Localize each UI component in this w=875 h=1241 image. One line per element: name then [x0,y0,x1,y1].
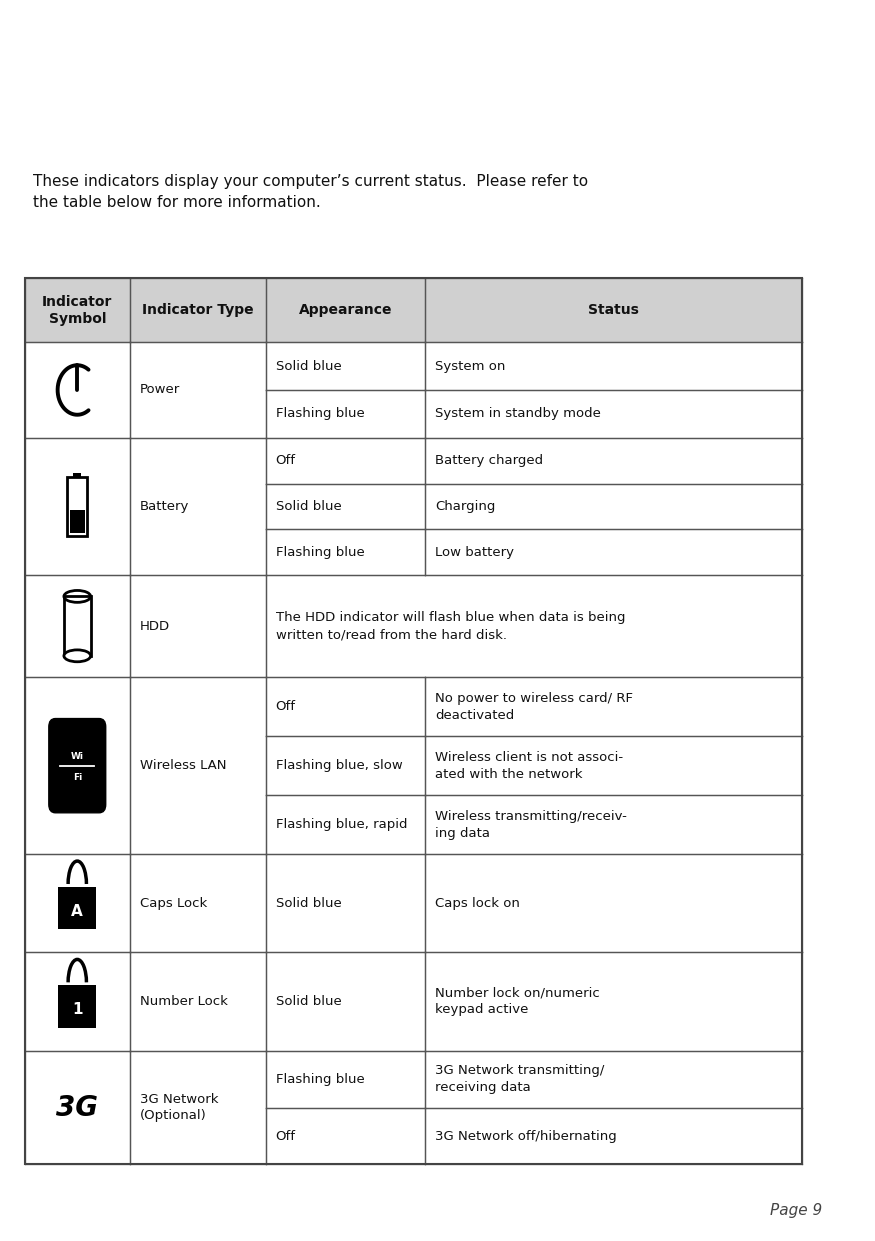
Bar [130,343,266,438]
Bar [24,278,802,1164]
Text: Netbook at a Glance: Netbook at a Glance [35,57,479,94]
Text: Indicator
Symbol: Indicator Symbol [42,294,113,326]
Text: The HDD indicator will flash blue when data is being
written to/read from the ha: The HDD indicator will flash blue when d… [276,611,625,642]
Bar [24,278,130,343]
Text: Wi: Wi [71,752,84,761]
Bar [58,985,96,1028]
Bar [130,952,266,1051]
Bar [58,887,96,930]
Bar [70,510,85,532]
Text: Low battery: Low battery [435,546,514,558]
Bar [266,854,425,952]
Bar [24,575,130,678]
Bar [266,952,425,1051]
Text: HDD: HDD [140,619,170,633]
Bar [425,1108,802,1164]
Text: Battery: Battery [140,500,189,513]
Bar [67,477,88,536]
Text: 3G Network transmitting/
receiving data: 3G Network transmitting/ receiving data [435,1065,605,1095]
Bar [130,438,266,575]
Text: Number lock on/numeric
keypad active: Number lock on/numeric keypad active [435,987,599,1016]
Text: Off: Off [276,700,296,714]
Bar [425,1051,802,1108]
Text: 3G Network
(Optional): 3G Network (Optional) [140,1093,218,1122]
Text: Flashing blue, slow: Flashing blue, slow [276,759,402,772]
Bar [24,438,130,575]
Text: Power: Power [140,383,180,396]
Bar [24,343,130,438]
Bar [425,530,802,575]
Bar [130,1051,266,1164]
Text: Flashing blue, rapid: Flashing blue, rapid [276,818,407,831]
Bar [425,952,802,1051]
Bar [24,854,130,952]
Bar [425,795,802,854]
Text: Wireless LAN: Wireless LAN [140,759,226,772]
Bar [425,438,802,484]
Bar [425,678,802,736]
Text: Solid blue: Solid blue [276,896,341,910]
Text: Flashing blue: Flashing blue [276,1072,364,1086]
Bar [266,278,425,343]
Text: 3G: 3G [56,1093,98,1122]
Text: Off: Off [276,1129,296,1143]
Bar [425,484,802,530]
Text: Page 9: Page 9 [770,1203,822,1217]
Text: No power to wireless card/ RF
deactivated: No power to wireless card/ RF deactivate… [435,691,633,721]
Text: Solid blue: Solid blue [276,500,341,513]
Text: Wireless transmitting/receiv-
ing data: Wireless transmitting/receiv- ing data [435,809,626,840]
Text: Caps Lock: Caps Lock [140,896,206,910]
Bar [74,473,81,477]
Text: These indicators display your computer’s current status.  Please refer to
the ta: These indicators display your computer’s… [33,174,588,210]
Ellipse shape [64,650,91,661]
Bar [266,678,425,736]
Text: 1: 1 [72,1003,82,1018]
Text: English: English [844,691,858,748]
Bar [266,484,425,530]
Text: Wireless client is not associ-
ated with the network: Wireless client is not associ- ated with… [435,751,623,781]
Bar [130,854,266,952]
Bar [266,575,802,678]
Text: Battery charged: Battery charged [435,454,543,467]
Bar [266,343,425,390]
Bar [130,678,266,854]
Bar [266,390,425,438]
Text: Charging: Charging [435,500,495,513]
Bar [24,1051,130,1164]
Bar [266,530,425,575]
Bar [24,678,130,854]
Text: Status: Status [588,303,639,318]
Text: Off: Off [276,454,296,467]
Text: Appearance: Appearance [298,303,392,318]
Bar [266,1051,425,1108]
Text: Solid blue: Solid blue [276,360,341,372]
Text: System in standby mode: System in standby mode [435,407,601,421]
Bar [130,278,266,343]
Bar [425,278,802,343]
Bar [425,736,802,795]
Text: Flashing blue: Flashing blue [276,546,364,558]
Bar [425,343,802,390]
Text: System on: System on [435,360,506,372]
Text: Caps lock on: Caps lock on [435,896,520,910]
Bar [130,575,266,678]
Bar [266,438,425,484]
Text: Solid blue: Solid blue [276,995,341,1008]
Bar [425,854,802,952]
Bar [266,1108,425,1164]
Text: Flashing blue: Flashing blue [276,407,364,421]
Text: A: A [72,903,83,918]
FancyBboxPatch shape [49,719,106,813]
Bar [266,736,425,795]
Bar [64,597,91,655]
Text: Indicator Type: Indicator Type [142,303,254,318]
Bar [24,952,130,1051]
Bar [425,390,802,438]
Bar [266,795,425,854]
Text: 3G Network off/hibernating: 3G Network off/hibernating [435,1129,617,1143]
Text: Fi: Fi [73,773,82,782]
Text: Number Lock: Number Lock [140,995,228,1008]
